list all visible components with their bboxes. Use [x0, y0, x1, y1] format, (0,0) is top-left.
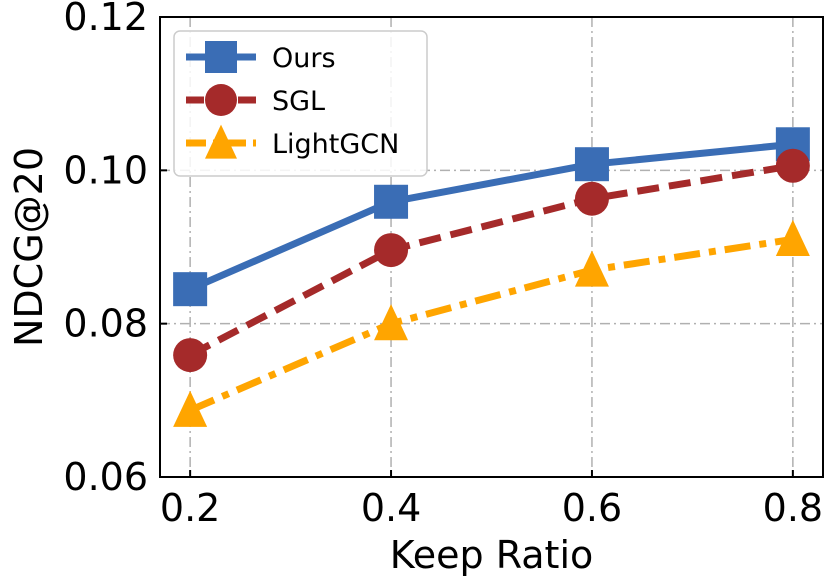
ours-point: [574, 147, 609, 182]
x-tick-label: 0.6: [562, 486, 622, 530]
x-tick-label: 0.8: [763, 486, 823, 530]
legend-label-lightgcn: LightGCN: [272, 129, 399, 160]
lightgcn-point: [574, 250, 609, 287]
ours-point: [374, 184, 409, 219]
ours-point: [173, 272, 208, 307]
series-group: [173, 127, 810, 427]
y-axis-label: NDCG@20: [7, 147, 51, 347]
plot-frame: [159, 16, 824, 478]
x-axis-label: Keep Ratio: [390, 533, 594, 577]
lightgcn-point: [374, 304, 409, 341]
y-tick-label: 0.06: [63, 455, 148, 499]
ours-line: [188, 140, 794, 293]
series-ours: [173, 127, 810, 307]
y-tick-label: 0.12: [63, 0, 148, 39]
legend-label-sgl: SGL: [272, 86, 325, 117]
sgl-point: [374, 233, 409, 268]
x-tick-label: 0.2: [160, 486, 220, 530]
legend-label-ours: Ours: [272, 43, 336, 74]
sgl-point: [775, 148, 810, 183]
legend-marker-sgl: [205, 84, 237, 116]
lightgcn-point: [173, 390, 208, 427]
sgl-line: [188, 162, 794, 359]
series-lightgcn: [173, 219, 810, 427]
axis-ticks: 0.2 0.4 0.6 0.8 0.06 0.08 0.10 0.12: [63, 0, 823, 530]
y-tick-label: 0.08: [63, 302, 148, 346]
legend-marker-lightgcn: [205, 124, 237, 159]
lightgcn-point: [775, 219, 810, 256]
sgl-point: [574, 181, 609, 216]
x-tick-label: 0.4: [361, 486, 421, 530]
series-sgl: [173, 148, 810, 373]
legend: Ours SGL LightGCN: [173, 30, 428, 177]
legend-marker-ours: [205, 41, 237, 73]
y-tick-label: 0.10: [63, 148, 148, 192]
sgl-point: [173, 338, 208, 373]
lightgcn-line: [188, 235, 794, 414]
